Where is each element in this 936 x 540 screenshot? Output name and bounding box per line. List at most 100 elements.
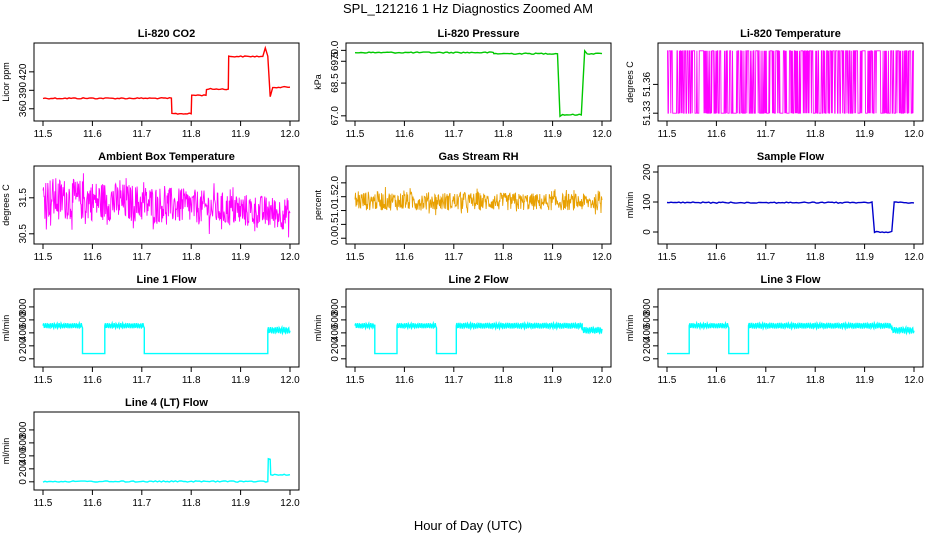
y-axis-label: ml/min	[625, 315, 635, 342]
y-tick-label: 400	[18, 447, 29, 464]
y-axis-label: ml/min	[1, 315, 11, 342]
x-tick-label: 11.6	[395, 375, 414, 386]
chart-panel: Li-820 Pressure kPa 11.5 11.6 11.7 11.8 11.9 12…	[313, 28, 612, 140]
chart-title: Li-820 Pressure	[438, 28, 520, 40]
chart-panel: Li-820 CO2 Licor ppm 11.5 11.6 11.7 11.8 11.9 1…	[1, 28, 300, 140]
x-tick-label: 12.0	[592, 129, 612, 140]
x-tick-label: 11.9	[231, 375, 250, 386]
x-tick-label: 11.8	[494, 375, 513, 386]
chart-panel: Line 3 Flow ml/min 11.5 11.6 11.7 11.8 11.9 12.…	[625, 274, 924, 386]
chart-panel: Line 2 Flow ml/min 11.5 11.6 11.7 11.8 11.9 12.…	[313, 274, 612, 386]
y-tick-label: 1.0	[330, 203, 341, 217]
y-tick-label: 800	[18, 421, 29, 438]
plot-frame	[33, 42, 300, 122]
y-tick-label: 200	[642, 163, 653, 180]
series-line	[667, 50, 914, 114]
series-line	[42, 320, 291, 355]
x-tick-label: 11.6	[707, 375, 726, 386]
chart-panel: Line 4 (LT) Flow ml/min 11.5 11.6 11.7 11.8 11…	[1, 397, 300, 509]
y-tick-label: 31.5	[18, 188, 29, 208]
y-tick-label: 100	[642, 193, 653, 210]
chart-title: Line 1 Flow	[137, 274, 197, 286]
y-tick-label: 69.5	[330, 51, 341, 71]
x-tick-label: 11.5	[658, 252, 677, 263]
chart-title: Li-820 Temperature	[740, 28, 841, 40]
y-tick-label: 400	[18, 324, 29, 341]
y-tick-label: 200	[330, 337, 341, 354]
y-tick-label: 0	[330, 356, 341, 362]
x-tick-label: 11.5	[658, 129, 677, 140]
x-tick-label: 11.5	[34, 252, 53, 263]
series-line	[42, 173, 291, 238]
y-tick-label: 360	[18, 100, 29, 117]
y-tick-label: 600	[18, 434, 29, 451]
x-tick-label: 12.0	[904, 129, 924, 140]
x-tick-label: 11.7	[756, 375, 775, 386]
plot-frame	[345, 165, 612, 245]
y-axis-label: Licor ppm	[1, 62, 11, 102]
x-tick-label: 12.0	[280, 252, 300, 263]
chart-panel: Gas Stream RH percent 11.5 11.6 11.7 11.8 11.9…	[313, 151, 612, 263]
series-line	[42, 457, 291, 483]
x-tick-label: 12.0	[280, 375, 300, 386]
y-tick-label: 800	[18, 298, 29, 315]
x-tick-label: 11.8	[494, 129, 513, 140]
x-tick-label: 11.7	[132, 375, 151, 386]
x-tick-label: 11.7	[444, 252, 463, 263]
y-tick-label: 51.36	[642, 71, 653, 96]
series-line	[666, 201, 915, 234]
figure-title: SPL_121216 1 Hz Diagnostics Zoomed AM	[342, 1, 594, 16]
y-tick-label: 51.33	[642, 100, 653, 125]
x-tick-label: 11.9	[855, 129, 874, 140]
x-tick-label: 11.7	[444, 129, 463, 140]
y-tick-label: 400	[642, 324, 653, 341]
plot-frame	[657, 165, 924, 245]
x-tick-label: 11.6	[395, 129, 414, 140]
x-tick-label: 11.9	[543, 375, 562, 386]
x-tick-label: 11.8	[806, 252, 825, 263]
y-axis-label: ml/min	[1, 438, 11, 465]
x-tick-label: 11.5	[34, 375, 53, 386]
y-tick-label: 68.5	[330, 73, 341, 93]
x-tick-label: 12.0	[280, 129, 300, 140]
x-tick-label: 11.8	[806, 129, 825, 140]
chart-title: Sample Flow	[757, 151, 825, 163]
plot-frame	[345, 42, 612, 122]
y-tick-label: 67.0	[330, 106, 341, 126]
plot-frame	[33, 411, 300, 491]
x-axis-title: Hour of Day (UTC)	[413, 518, 523, 533]
x-tick-label: 11.9	[231, 129, 250, 140]
y-tick-label: 390	[18, 82, 29, 99]
x-tick-label: 11.9	[231, 498, 250, 509]
chart-panel: Sample Flow ml/min 11.5 11.6 11.7 11.8 11.9 12.…	[625, 151, 924, 263]
x-tick-label: 11.7	[132, 252, 151, 263]
x-tick-label: 11.9	[231, 252, 250, 263]
x-tick-label: 11.5	[658, 375, 677, 386]
series-line	[667, 320, 915, 355]
y-tick-label: 1.5	[330, 189, 341, 203]
x-tick-label: 11.8	[182, 498, 201, 509]
chart-panel: Li-820 Temperature degrees C 11.5 11.6 11.7 1…	[625, 28, 924, 140]
plot-frame	[657, 288, 924, 368]
x-tick-label: 12.0	[592, 375, 612, 386]
x-tick-label: 11.5	[346, 375, 365, 386]
y-tick-label: 0	[18, 479, 29, 485]
plot-frame	[33, 165, 300, 245]
x-tick-label: 11.8	[182, 375, 201, 386]
series-line	[354, 48, 603, 118]
y-tick-label: 400	[330, 324, 341, 341]
x-tick-label: 11.6	[395, 252, 414, 263]
x-tick-label: 11.5	[346, 252, 365, 263]
y-tick-label: 0.0	[330, 231, 341, 245]
x-tick-label: 11.9	[855, 252, 874, 263]
x-tick-label: 12.0	[280, 498, 300, 509]
x-tick-label: 11.7	[132, 129, 151, 140]
series-line	[354, 320, 603, 355]
x-tick-label: 11.6	[83, 375, 102, 386]
x-tick-label: 11.9	[543, 252, 562, 263]
x-tick-label: 11.7	[756, 129, 775, 140]
y-axis-label: degrees C	[625, 61, 635, 103]
y-tick-label: 70.0	[330, 40, 341, 60]
chart-title: Line 3 Flow	[761, 274, 821, 286]
